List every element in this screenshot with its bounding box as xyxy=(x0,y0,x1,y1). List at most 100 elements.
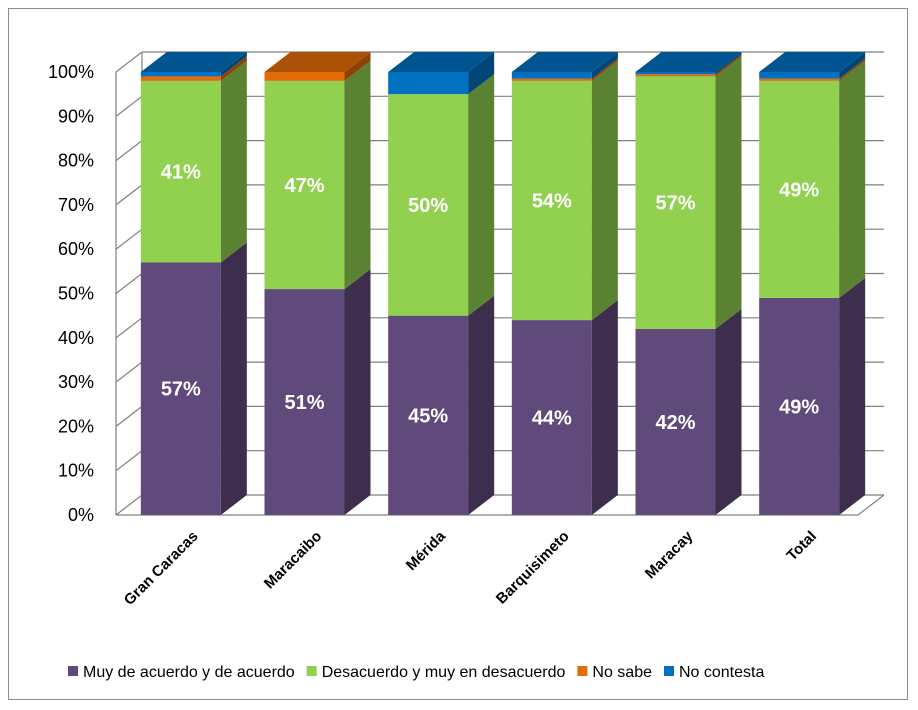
bar-segment-side xyxy=(839,58,866,81)
gridline-depth xyxy=(115,494,143,516)
bar-segment-side xyxy=(468,52,495,95)
legend-swatch xyxy=(306,666,317,676)
data-labels: 57% 41% 51% 47% 45% 50% 44% 54% 42% 57% 49% 49% xyxy=(161,162,820,434)
floor-right-edge xyxy=(857,494,885,516)
bar-segment-side xyxy=(715,56,742,329)
bar-segment xyxy=(388,315,469,515)
bar-segment-side xyxy=(839,52,866,79)
bar-segment xyxy=(140,262,221,515)
legend: Muy de acuerdo y de acuerdo Desacuerdo y … xyxy=(68,664,764,681)
x-tick-label: Mérida xyxy=(403,527,450,574)
data-label: 44% xyxy=(532,408,572,430)
bar-segment-side xyxy=(839,60,866,298)
bar-segment xyxy=(635,72,716,75)
data-label: 45% xyxy=(408,405,448,427)
bar-segment xyxy=(759,72,840,79)
y-tick-label: 0% xyxy=(68,505,94,525)
data-label: 57% xyxy=(655,193,695,215)
bars xyxy=(140,52,866,516)
gridline-depth xyxy=(115,317,143,339)
y-tick-label: 40% xyxy=(58,328,94,348)
data-label: 41% xyxy=(161,162,201,184)
x-tick-label: Maracaibo xyxy=(261,528,325,592)
bar-segment-side xyxy=(468,74,495,316)
y-tick-label: 30% xyxy=(58,372,94,392)
bar-top xyxy=(388,52,495,72)
bar-segment-side xyxy=(715,52,742,75)
data-label: 49% xyxy=(779,179,819,201)
data-label: 50% xyxy=(408,195,448,217)
y-tick-label: 70% xyxy=(58,195,94,215)
legend-label: Desacuerdo y muy en desacuerdo xyxy=(322,664,566,681)
legend-label: No contesta xyxy=(679,664,764,681)
data-label: 42% xyxy=(655,412,695,434)
bar-segment-side xyxy=(220,56,247,81)
data-label: 57% xyxy=(161,379,201,401)
bar-segment-side xyxy=(344,52,371,81)
bar-segment-side xyxy=(220,60,247,263)
bar-segment-side xyxy=(468,295,495,515)
bar-segment xyxy=(264,80,345,290)
gridline-depth xyxy=(115,184,143,206)
bar-segment-side xyxy=(715,54,742,77)
legend-label: Muy de acuerdo y de acuerdo xyxy=(83,664,295,681)
bar-segment xyxy=(140,80,221,263)
bar-segment xyxy=(511,80,592,321)
y-tick-label: 50% xyxy=(58,284,94,304)
x-tick-label: Maracay xyxy=(642,527,697,582)
bar-segment-side xyxy=(220,242,247,516)
bar-segment xyxy=(759,80,840,298)
gridline-depth xyxy=(115,95,143,117)
y-tick-label: 80% xyxy=(58,151,94,171)
data-label: 49% xyxy=(779,396,819,418)
data-label: 47% xyxy=(284,175,324,197)
bar-segment xyxy=(635,74,716,77)
gridline-depth xyxy=(115,450,143,472)
legend-swatch xyxy=(68,666,78,676)
bar-top xyxy=(635,52,742,72)
x-tick-label: Total xyxy=(783,528,820,565)
y-tick-label: 100% xyxy=(48,62,94,82)
bar-segment-side xyxy=(344,269,371,515)
bar-segment xyxy=(511,320,592,515)
y-tick-label: 10% xyxy=(58,461,94,481)
legend-label: No sabe xyxy=(592,664,652,681)
gridline-depth xyxy=(115,140,143,162)
bar-segment xyxy=(388,72,469,95)
bar-segment xyxy=(264,289,345,515)
bar-segment xyxy=(140,76,221,81)
bar-segment xyxy=(140,72,221,77)
bar-segment xyxy=(759,297,840,515)
bar-segment-side xyxy=(839,277,866,515)
x-axis: Gran Caracas Maracaibo Mérida Barquisimeto M… xyxy=(121,527,820,608)
bar-segment-side xyxy=(344,60,371,290)
data-label: 51% xyxy=(284,392,324,414)
y-axis: 0% 10% 20% 30% 40% 50% 60% 70% 80% 90% 100% xyxy=(48,62,94,525)
bar-segment-side xyxy=(591,58,618,81)
x-tick-label: Gran Caracas xyxy=(121,528,202,609)
y-tick-label: 60% xyxy=(58,239,94,259)
x-tick-label: Barquisimeto xyxy=(493,528,573,608)
bar-segment-side xyxy=(715,308,742,515)
y-tick-label: 90% xyxy=(58,106,94,126)
bar-segment-side xyxy=(591,60,618,321)
legend-swatch xyxy=(663,666,674,676)
bar-segment xyxy=(511,78,592,81)
gridline-depth xyxy=(115,51,143,73)
gridline-depth xyxy=(115,405,143,427)
bar-top xyxy=(511,52,618,72)
bar-segment xyxy=(264,72,345,81)
bar-top xyxy=(140,52,247,72)
gridline-depth xyxy=(115,361,143,383)
bar-segment xyxy=(388,94,469,316)
bar-segment xyxy=(635,76,716,329)
y-tick-label: 20% xyxy=(58,416,94,436)
bar-segment-side xyxy=(591,300,618,515)
legend-swatch xyxy=(577,666,588,676)
bar-segment xyxy=(511,72,592,79)
bar-segment xyxy=(759,78,840,81)
bar-segment-side xyxy=(591,52,618,79)
gridline-depth xyxy=(115,273,143,294)
gridline-depth xyxy=(115,228,143,250)
